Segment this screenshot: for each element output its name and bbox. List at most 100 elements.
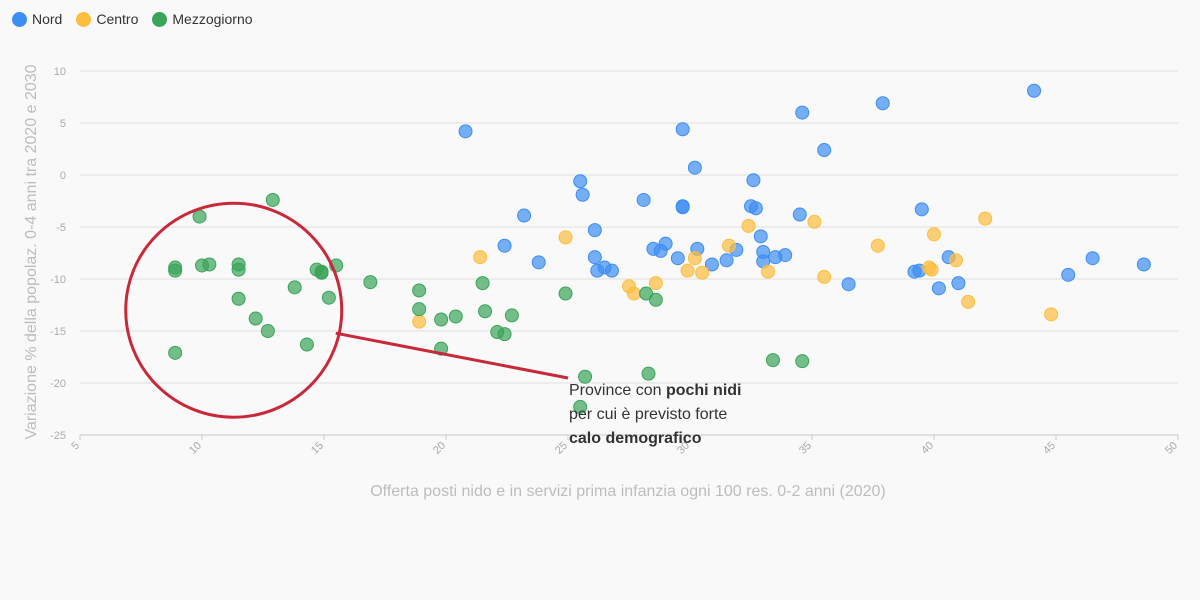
data-point-nord[interactable] [658, 236, 673, 251]
data-point-nord[interactable] [1027, 83, 1042, 98]
data-point-mezzogiorno[interactable] [448, 309, 463, 324]
data-point-mezzogiorno[interactable] [412, 302, 427, 317]
data-point-centro[interactable] [761, 264, 776, 279]
data-point-nord[interactable] [875, 96, 890, 111]
data-point-nord[interactable] [931, 281, 946, 296]
data-point-mezzogiorno[interactable] [265, 192, 280, 207]
highlight-annotation [124, 201, 569, 419]
data-point-mezzogiorno[interactable] [558, 286, 573, 301]
data-point-mezzogiorno[interactable] [299, 337, 314, 352]
data-point-mezzogiorno[interactable] [314, 265, 329, 280]
data-point-mezzogiorno[interactable] [497, 327, 512, 342]
data-point-mezzogiorno[interactable] [287, 280, 302, 295]
data-point-centro[interactable] [948, 253, 963, 268]
data-point-mezzogiorno[interactable] [648, 292, 663, 307]
data-points [168, 83, 1151, 414]
data-point-mezzogiorno[interactable] [765, 353, 780, 368]
data-point-centro[interactable] [817, 269, 832, 284]
data-point-nord[interactable] [675, 200, 690, 215]
data-point-nord[interactable] [704, 257, 719, 272]
data-point-nord[interactable] [748, 201, 763, 216]
data-point-mezzogiorno[interactable] [168, 345, 183, 360]
data-point-mezzogiorno[interactable] [231, 262, 246, 277]
data-point-centro[interactable] [648, 276, 663, 291]
data-point-nord[interactable] [517, 208, 532, 223]
x-tick-label: 25 [553, 440, 570, 457]
data-point-nord[interactable] [719, 253, 734, 268]
data-point-nord[interactable] [1061, 267, 1076, 282]
chart-legend: Nord Centro Mezzogiorno [12, 11, 253, 27]
data-point-centro[interactable] [695, 265, 710, 280]
data-point-centro[interactable] [722, 238, 737, 253]
data-point-centro[interactable] [741, 218, 756, 233]
data-point-nord[interactable] [841, 277, 856, 292]
legend-item-centro[interactable]: Centro [76, 11, 138, 27]
data-point-nord[interactable] [746, 173, 761, 188]
data-point-nord[interactable] [636, 192, 651, 207]
data-point-centro[interactable] [924, 262, 939, 277]
data-point-centro[interactable] [680, 263, 695, 278]
data-point-nord[interactable] [914, 202, 929, 217]
data-point-nord[interactable] [573, 174, 588, 189]
grid-lines [80, 70, 1178, 436]
data-point-mezzogiorno[interactable] [475, 276, 490, 291]
data-point-nord[interactable] [531, 255, 546, 270]
legend-item-nord[interactable]: Nord [12, 11, 62, 27]
data-point-centro[interactable] [807, 214, 822, 229]
data-point-centro[interactable] [558, 230, 573, 245]
data-point-nord[interactable] [497, 238, 512, 253]
data-point-nord[interactable] [687, 160, 702, 175]
data-point-centro[interactable] [687, 251, 702, 266]
data-point-mezzogiorno[interactable] [434, 312, 449, 327]
data-point-nord[interactable] [817, 143, 832, 158]
data-point-centro[interactable] [626, 286, 641, 301]
data-point-nord[interactable] [795, 105, 810, 120]
y-axis-title: Variazione % della popolaz. 0-4 anni tra… [23, 64, 40, 439]
data-point-mezzogiorno[interactable] [202, 257, 217, 272]
data-point-nord[interactable] [1085, 251, 1100, 266]
annotation-text-part1: Province con [569, 382, 666, 399]
data-point-mezzogiorno[interactable] [412, 283, 427, 298]
data-point-mezzogiorno[interactable] [192, 209, 207, 224]
data-point-mezzogiorno[interactable] [578, 369, 593, 384]
annotation-text-part2: per cui è previsto forte [569, 406, 728, 423]
data-point-centro[interactable] [870, 238, 885, 253]
data-point-nord[interactable] [778, 248, 793, 263]
data-point-nord[interactable] [587, 250, 602, 265]
data-point-mezzogiorno[interactable] [478, 304, 493, 319]
legend-item-mezzogiorno[interactable]: Mezzogiorno [152, 11, 253, 27]
x-tick-label: 40 [919, 440, 936, 457]
series-mezzogiorno [168, 192, 810, 414]
data-point-nord[interactable] [458, 124, 473, 139]
data-point-mezzogiorno[interactable] [641, 366, 656, 381]
data-point-centro[interactable] [978, 211, 993, 226]
data-point-mezzogiorno[interactable] [795, 354, 810, 369]
data-point-centro[interactable] [1044, 307, 1059, 322]
data-point-mezzogiorno[interactable] [231, 291, 246, 306]
data-point-nord[interactable] [575, 187, 590, 202]
data-point-nord[interactable] [670, 251, 685, 266]
data-point-mezzogiorno[interactable] [573, 399, 588, 414]
data-point-mezzogiorno[interactable] [168, 263, 183, 278]
data-point-mezzogiorno[interactable] [260, 324, 275, 338]
data-point-centro[interactable] [473, 250, 488, 265]
data-point-mezzogiorno[interactable] [639, 286, 654, 301]
data-point-nord[interactable] [792, 207, 807, 222]
data-point-centro[interactable] [927, 227, 941, 242]
data-point-nord[interactable] [675, 122, 690, 137]
data-point-nord[interactable] [753, 229, 768, 244]
data-point-nord[interactable] [1136, 257, 1151, 272]
data-point-centro[interactable] [961, 294, 976, 309]
annotation-text-bold2: calo demografico [569, 430, 702, 447]
data-point-mezzogiorno[interactable] [504, 308, 519, 323]
data-point-nord[interactable] [604, 263, 619, 278]
data-point-nord[interactable] [951, 276, 966, 291]
data-point-mezzogiorno[interactable] [321, 290, 336, 305]
annotation-text: Province con pochi nidi per cui è previs… [569, 379, 744, 451]
data-point-mezzogiorno[interactable] [248, 311, 263, 326]
y-tick-label: -20 [50, 378, 66, 390]
data-point-mezzogiorno[interactable] [363, 275, 378, 290]
y-tick-label: -25 [50, 430, 66, 442]
data-point-centro[interactable] [412, 314, 427, 329]
data-point-nord[interactable] [587, 223, 602, 238]
